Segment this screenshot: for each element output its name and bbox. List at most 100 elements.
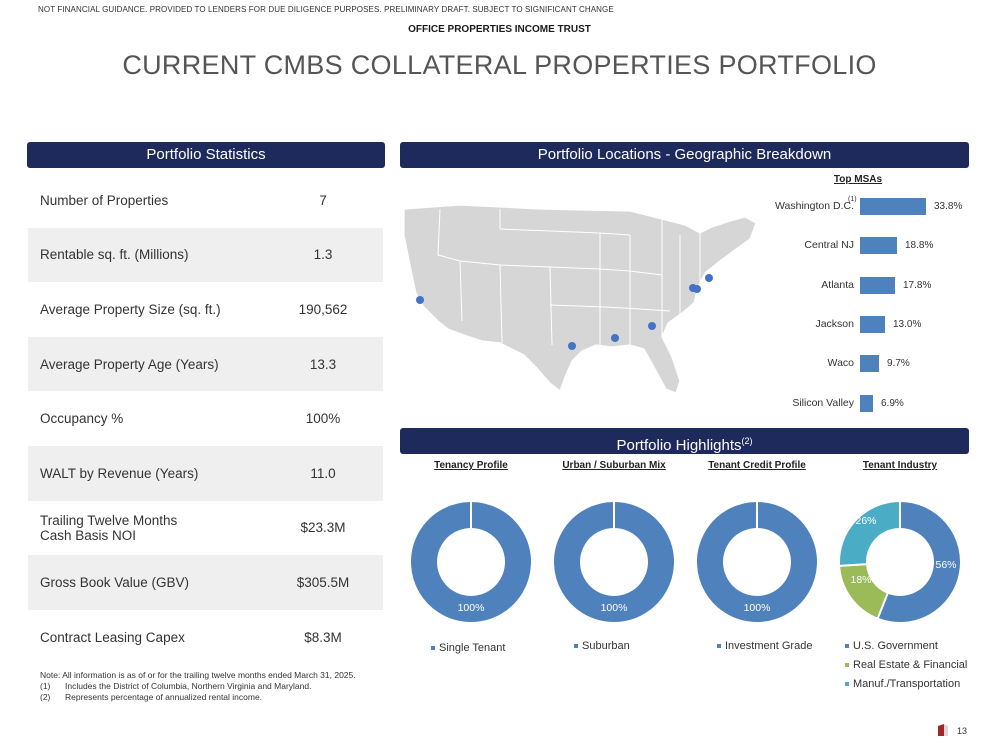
page-number: 13	[957, 726, 968, 736]
msa-category-label: Central NJ	[804, 239, 854, 252]
msa-category-label: Waco	[827, 357, 854, 370]
footnote-2-number: (2)	[40, 692, 51, 702]
top-msas-title: Top MSAs	[833, 174, 883, 185]
legend-swatch	[431, 646, 435, 650]
donut-slice	[838, 563, 890, 621]
map-pin-silicon-valley	[416, 296, 424, 304]
map-pin-central-nj	[705, 274, 713, 282]
msa-bar	[860, 315, 885, 333]
msa-value-label: 18.8%	[905, 240, 934, 252]
donut-slice	[838, 499, 901, 567]
msa-bar	[860, 198, 926, 215]
donut-data-label: 56%	[935, 559, 957, 571]
stat-value: 11.0	[310, 465, 336, 481]
stat-label: Trailing Twelve Months Cash Basis NOI	[40, 512, 178, 543]
donut-chart	[695, 500, 819, 624]
stat-label: Number of Properties	[40, 192, 169, 208]
donut-slice	[695, 500, 819, 624]
footnote-1-text: Includes the District of Columbia, North…	[65, 681, 312, 691]
stat-row: Gross Book Value (GBV) $305.5M	[28, 555, 383, 610]
footnotes: Note: All information is as of or for th…	[40, 670, 356, 703]
legend-swatch	[845, 682, 849, 686]
donut-chart	[552, 500, 676, 624]
legend-swatch	[574, 644, 578, 648]
stat-value: 13.3	[309, 356, 337, 372]
donut-chart	[838, 499, 962, 624]
footnote-2: (2) Represents percentage of annualized …	[40, 692, 356, 703]
stat-value: $23.3M	[300, 520, 346, 536]
company-name: OFFICE PROPERTIES INCOME TRUST	[408, 24, 591, 35]
stat-row: WALT by Revenue (Years) 11.0	[28, 445, 383, 501]
donut-chart-title: Tenancy Profile	[434, 460, 508, 471]
donut-chart	[409, 500, 533, 624]
footnote-1-number: (1)	[40, 681, 51, 691]
portfolio-statistics-header: Portfolio Statistics	[27, 142, 385, 168]
portfolio-highlights-charts: Tenancy Profile 100% Single Tenant Urban / …	[400, 455, 980, 695]
stat-value: 190,562	[298, 301, 348, 317]
stat-value: 7	[319, 192, 327, 208]
footnote-1: (1) Includes the District of Columbia, N…	[40, 681, 356, 692]
msa-value-label: 33.8%	[934, 201, 963, 212]
donut-data-label: 100%	[743, 602, 771, 614]
stat-label: Rentable sq. ft. (Millions)	[40, 247, 189, 263]
legend-item: Real Estate & Financial	[845, 659, 967, 671]
msa-value-label: 9.7%	[887, 358, 910, 370]
msa-footnote-marker: (1)	[848, 196, 857, 203]
stat-row: Rentable sq. ft. (Millions) 1.3	[28, 227, 383, 283]
donut-slice	[552, 500, 676, 624]
legend-swatch	[845, 644, 849, 648]
portfolio-highlights-footnote: (2)	[741, 436, 753, 446]
legend-item: Suburban	[574, 640, 630, 652]
donut-chart-title: Tenant Industry	[862, 460, 938, 471]
donut-chart-title: Urban / Suburban Mix	[562, 460, 666, 471]
stat-label: WALT by Revenue (Years)	[40, 465, 199, 481]
legend-item: Manuf./Transportation	[845, 678, 960, 690]
donut-slice	[876, 499, 962, 624]
stat-label: Occupancy %	[40, 411, 124, 427]
legend-label: Manuf./Transportation	[853, 678, 961, 690]
us-map-shape	[403, 204, 757, 394]
stat-label: Average Property Size (sq. ft.)	[40, 301, 221, 317]
top-msas-chart: Washington D.C. (1) 33.8% Central NJ 18.8% At…	[740, 195, 970, 415]
msa-value-label: 17.8%	[903, 279, 932, 291]
legend-item: U.S. Government	[845, 640, 938, 652]
stat-value: 1.3	[313, 247, 333, 263]
donut-data-label: 18%	[850, 574, 872, 586]
stat-label: Average Property Age (Years)	[40, 356, 219, 372]
msa-category-label: Washington D.C.	[775, 200, 854, 212]
donut-chart-title: Tenant Credit Profile	[708, 460, 806, 471]
us-map	[403, 204, 757, 394]
disclaimer-text: NOT FINANCIAL GUIDANCE. PROVIDED TO LEND…	[38, 5, 614, 14]
stat-row: Number of Properties 7	[28, 173, 383, 228]
msa-bar	[860, 394, 873, 412]
donut-slice	[409, 500, 533, 624]
portfolio-highlights-header-text: Portfolio Highlights	[616, 437, 742, 454]
msa-category-label: Silicon Valley	[792, 396, 854, 409]
msa-bar	[860, 237, 897, 255]
stat-value: 100%	[305, 411, 341, 427]
map-pin-atlanta	[648, 322, 656, 330]
note-line: Note: All information is as of or for th…	[40, 670, 356, 680]
footnote-2-text: Represents percentage of annualized rent…	[65, 692, 263, 702]
stat-label: Gross Book Value (GBV)	[40, 574, 190, 590]
legend-swatch	[845, 663, 849, 667]
company-logo-icon	[938, 724, 948, 736]
stat-value: $305.5M	[296, 574, 350, 590]
map-pin-washington-dc-2	[693, 285, 701, 293]
legend-label: Suburban	[582, 640, 630, 652]
portfolio-highlights-header: Portfolio Highlights(2)	[400, 428, 969, 454]
stat-row: Average Property Age (Years) 13.3	[28, 336, 383, 392]
msa-value-label: 6.9%	[881, 397, 904, 409]
msa-category-label: Atlanta	[821, 278, 854, 291]
donut-data-label: 26%	[855, 515, 877, 527]
stat-row: Contract Leasing Capex $8.3M	[28, 610, 383, 665]
stat-row: Average Property Size (sq. ft.) 190,562	[28, 282, 383, 337]
msa-category-label: Jackson	[815, 317, 854, 330]
stat-label: Contract Leasing Capex	[40, 629, 185, 645]
legend-label: Single Tenant	[439, 642, 506, 654]
legend-item: Single Tenant	[431, 642, 505, 654]
stat-value: $8.3M	[304, 629, 342, 645]
legend-label: Investment Grade	[725, 640, 813, 652]
stat-row: Trailing Twelve Months Cash Basis NOI $23.…	[28, 501, 383, 556]
stat-row: Occupancy % 100%	[28, 391, 383, 446]
